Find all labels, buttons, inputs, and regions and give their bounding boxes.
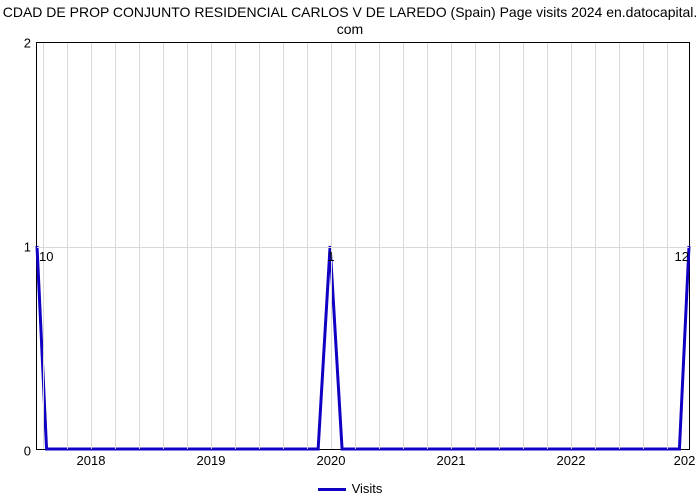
gridline-vertical bbox=[499, 43, 500, 449]
gridline-vertical bbox=[355, 43, 356, 449]
x-tick-label: 2021 bbox=[437, 453, 466, 468]
y-tick-label: 0 bbox=[24, 444, 31, 459]
gridline-vertical bbox=[91, 43, 92, 449]
gridline-vertical bbox=[139, 43, 140, 449]
x-tick-label: 2022 bbox=[557, 453, 586, 468]
gridline-vertical bbox=[259, 43, 260, 449]
x-tick-label: 2018 bbox=[77, 453, 106, 468]
gridline-vertical bbox=[403, 43, 404, 449]
gridline-vertical bbox=[67, 43, 68, 449]
data-point-label: 12 bbox=[675, 249, 689, 264]
gridline-vertical bbox=[235, 43, 236, 449]
legend-swatch bbox=[318, 488, 346, 491]
gridline-vertical bbox=[643, 43, 644, 449]
x-tick-label: 202 bbox=[674, 453, 696, 468]
gridline-vertical bbox=[547, 43, 548, 449]
gridline-vertical bbox=[163, 43, 164, 449]
gridline-vertical bbox=[667, 43, 668, 449]
gridline-vertical bbox=[451, 43, 452, 449]
gridline-vertical bbox=[427, 43, 428, 449]
gridline-vertical bbox=[211, 43, 212, 449]
gridline-vertical bbox=[187, 43, 188, 449]
legend: Visits bbox=[0, 481, 700, 496]
gridline-vertical bbox=[43, 43, 44, 449]
series-line bbox=[37, 43, 689, 449]
gridline-vertical bbox=[331, 43, 332, 449]
gridline-vertical bbox=[523, 43, 524, 449]
chart-title: CDAD DE PROP CONJUNTO RESIDENCIAL CARLOS… bbox=[0, 4, 700, 38]
gridline-vertical bbox=[475, 43, 476, 449]
gridline-vertical bbox=[283, 43, 284, 449]
gridline-vertical bbox=[571, 43, 572, 449]
legend-label: Visits bbox=[352, 481, 383, 496]
data-point-label: 1 bbox=[327, 249, 334, 264]
y-tick-label: 1 bbox=[24, 240, 31, 255]
gridline-vertical bbox=[595, 43, 596, 449]
chart-container: { "chart": { "type": "line", "title_line… bbox=[0, 0, 700, 500]
plot-area: 0122018201920202021202220210112 bbox=[36, 42, 690, 450]
x-tick-label: 2020 bbox=[317, 453, 346, 468]
y-tick-label: 2 bbox=[24, 36, 31, 51]
chart-title-line2: com bbox=[337, 21, 363, 37]
gridline-horizontal bbox=[37, 247, 689, 248]
gridline-vertical bbox=[115, 43, 116, 449]
gridline-vertical bbox=[307, 43, 308, 449]
gridline-vertical bbox=[379, 43, 380, 449]
gridline-vertical bbox=[619, 43, 620, 449]
chart-title-line1: CDAD DE PROP CONJUNTO RESIDENCIAL CARLOS… bbox=[3, 4, 698, 20]
data-point-label: 10 bbox=[39, 249, 53, 264]
x-tick-label: 2019 bbox=[197, 453, 226, 468]
